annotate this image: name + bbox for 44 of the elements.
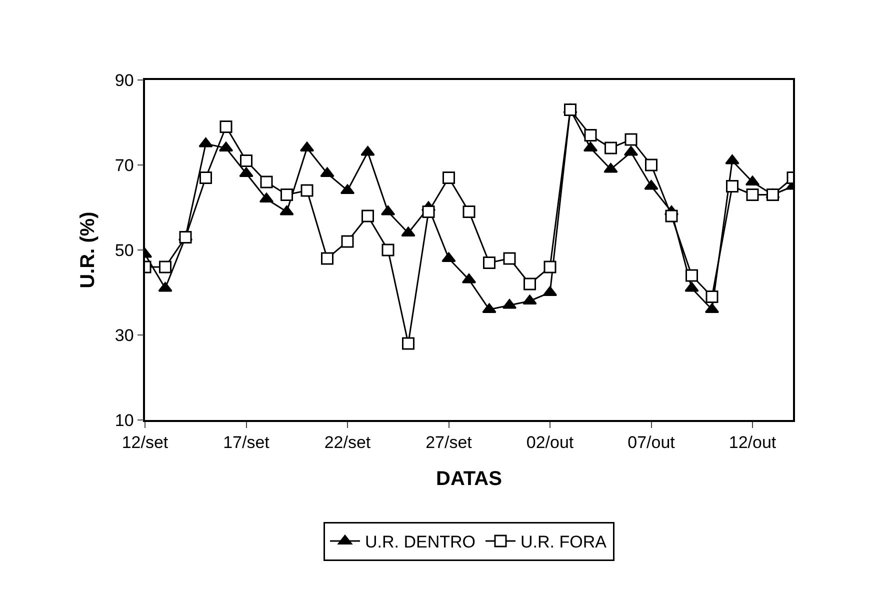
y-tick-label: 90 [114,70,134,90]
y-axis-title: U.R. (%) [76,212,99,288]
point [524,278,536,290]
point [686,269,698,282]
point [200,172,212,184]
y-tick-label: 10 [114,410,134,430]
point [544,260,556,274]
point [159,260,172,274]
y-tick-label: 30 [114,326,134,345]
x-tick-label: 07/out [628,433,676,452]
x-tick-label: 12/out [728,433,776,452]
point [584,129,597,142]
point [300,184,314,197]
point [665,210,678,222]
point [483,256,496,269]
y-tick-label: 50 [114,240,134,260]
legend-label: U.R. FORA [520,532,608,552]
point [220,120,232,133]
point [321,252,334,265]
point [645,158,658,172]
point [240,154,252,167]
x-tick-label: 12/set [122,433,168,452]
point [280,188,293,201]
point [503,252,516,265]
point [260,176,273,188]
x-tick-label: 02/out [526,433,574,452]
point [422,206,435,218]
point [382,244,394,256]
x-tick-label: 17/set [223,433,270,452]
x-tick-label: 27/set [426,433,472,452]
point [604,142,617,154]
y-tick-label: 70 [114,156,134,175]
legend-label: U.R. DENTRO [365,532,476,552]
point [402,337,414,350]
point [746,188,759,201]
x-axis-title: DATAS [436,468,502,490]
point [726,180,738,192]
point [706,290,718,303]
point [624,133,638,146]
x-tick-label: 22/set [324,433,371,452]
point [442,172,455,184]
point [362,210,374,222]
point [341,235,354,248]
point [462,206,476,218]
